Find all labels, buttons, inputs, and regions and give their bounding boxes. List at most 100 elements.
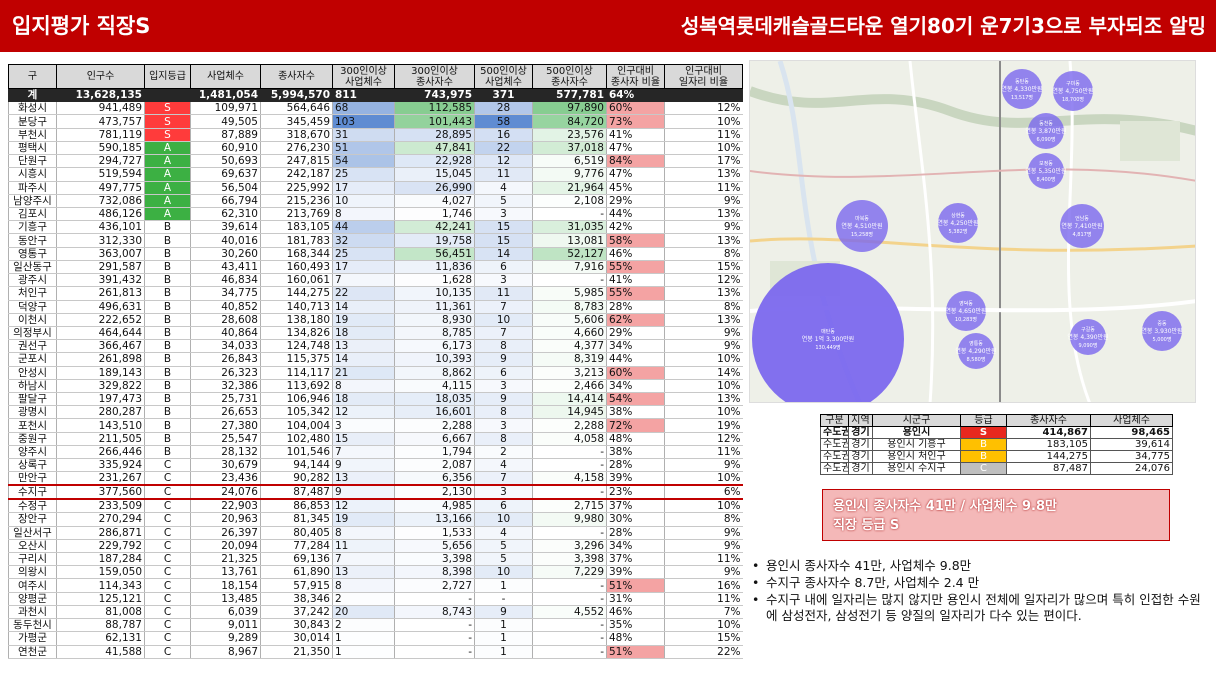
table-cell: 4,027 [394,194,475,208]
table-cell: 2 [332,618,395,633]
table-cell: 13% [664,233,743,248]
location-map[interactable]: 동탄동 연봉 4,330만원 13,517명 구미동 연봉 4,750만원 18,700명… [749,60,1196,403]
table-cell: 160,493 [260,260,333,275]
table-cell: 28,132 [190,445,261,460]
table-cell: 3,398 [532,552,607,567]
table-cell: 2,715 [532,499,607,514]
table-cell: 486,126 [56,207,145,222]
table-cell: 4,985 [394,499,475,514]
table-cell: 시흥시 [8,167,57,182]
table-cell: 11% [664,128,743,142]
table-cell: 과천시 [8,605,57,620]
table-cell: 화성시 [8,101,57,116]
summary-cell: 수도권 [820,462,849,475]
table-cell: 구리시 [8,552,57,567]
table-cell: 13,166 [394,512,475,527]
map-circle[interactable] [938,203,978,243]
table-cell: 20,963 [190,512,261,527]
map-circle[interactable] [1028,113,1064,149]
table-cell: 7,916 [532,260,607,275]
map-circle-label: 연봉 7,410만원 [1061,222,1102,230]
table-cell: 5 [474,194,533,208]
map-circle[interactable] [1028,153,1064,189]
table-cell: 2,288 [532,418,607,433]
table-cell: - [394,631,475,646]
table-row: 수정구 233,509 C 22,903 86,853 12 4,985 6 2,715 37% 1… [8,499,743,514]
summary-header-row: 구분 지역 시군구 등급 종사자수 사업체수 [820,414,1173,427]
table-cell: 2,288 [394,418,475,433]
table-row: 만안구 231,267 C 23,436 90,282 13 6,356 7 4,158 39% 1… [8,471,743,486]
table-cell: B [144,352,191,367]
table-cell: 39,614 [190,220,261,235]
table-cell: 11 [474,167,533,182]
table-cell: 7 [332,552,395,567]
map-circle[interactable] [1070,319,1106,355]
table-cell: S [144,101,191,116]
map-circle[interactable] [1142,311,1182,351]
table-cell: 1 [474,645,533,659]
table-cell: 22 [332,286,395,301]
map-circle[interactable] [752,263,904,403]
map-circle[interactable] [1060,204,1104,248]
table-cell: 9 [332,484,395,501]
table-cell: 13,761 [190,565,261,580]
table-cell: 473,757 [56,114,145,129]
table-cell: 51% [606,578,665,593]
table-cell: 11 [332,539,395,554]
table-cell: 34,775 [190,286,261,301]
table-cell: 10% [664,114,743,129]
table-cell: 23% [606,484,665,501]
table-cell: 124,748 [260,339,333,354]
table-cell: C [144,484,191,501]
column-header: 종사자수 [260,64,333,89]
table-cell: 가평군 [8,631,57,646]
table-cell: 941,489 [56,101,145,116]
table-cell: 18 [332,392,395,407]
table-cell: 329,822 [56,379,145,394]
table-cell: 6,519 [532,154,607,169]
table-cell: - [532,592,607,606]
table-cell: 18,154 [190,578,261,593]
map-circle[interactable] [946,291,986,331]
summary-cell: 34,775 [1090,450,1173,463]
column-header: 500인이상 종사자수 [532,64,607,89]
table-cell: 94,144 [260,458,333,473]
table-cell: 19 [332,313,395,327]
table-cell: 29% [606,194,665,208]
table-cell: 21,964 [532,181,607,195]
table-cell: 21 [332,366,395,380]
table-cell: C [144,526,191,540]
table-cell: 11,361 [394,300,475,314]
map-circle[interactable] [836,200,888,252]
map-circle[interactable] [958,333,994,369]
table-cell: 9 [474,392,533,407]
callout-line1: 용인시 종사자수 41만 / 사업체수 9.8만 [833,499,1057,514]
table-cell: 3 [474,273,533,288]
table-cell: 13,628,135 [56,88,145,103]
table-cell: 15 [474,233,533,248]
table-cell: C [144,565,191,580]
table-cell: 2,466 [532,379,607,394]
table-cell: 366,467 [56,339,145,354]
table-cell: 28% [606,526,665,540]
table-cell: 19,758 [394,233,475,248]
table-cell: 496,631 [56,300,145,314]
table-cell: 125,121 [56,592,145,606]
map-circle[interactable] [1053,71,1093,111]
table-cell: 28,895 [394,128,475,142]
table-cell: 40,864 [190,326,261,341]
table-cell: 3 [474,418,533,433]
map-circle[interactable] [1002,69,1042,109]
